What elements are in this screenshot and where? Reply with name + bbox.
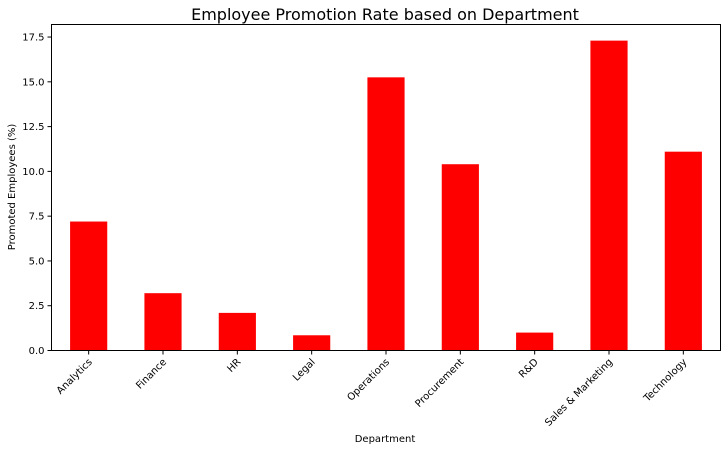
- bars-group: [70, 40, 702, 351]
- x-tick-label: HR: [225, 357, 243, 375]
- y-axis-label: Promoted Employees (%): [7, 124, 18, 251]
- plot-frame: [51, 24, 721, 351]
- x-axis: Analytics Finance HR Legal Operations Procure…: [55, 350, 690, 429]
- y-tick-label: 2.5: [29, 301, 45, 312]
- y-axis: 0.0 2.5 5.0 7.5 10.0 12.5 15.0 17.5: [22, 33, 52, 357]
- chart-title: Employee Promotion Rate based on Departm…: [191, 5, 579, 24]
- bar-3: [293, 335, 331, 351]
- x-tick-label: R&D: [517, 357, 541, 381]
- bar-5: [441, 164, 479, 351]
- bar-0: [70, 221, 108, 351]
- y-tick-label: 7.5: [29, 212, 45, 223]
- bar-6: [516, 332, 554, 351]
- y-tick-label: 10.0: [22, 167, 44, 178]
- bar-1: [144, 293, 182, 351]
- x-tick-label: Operations: [345, 357, 392, 404]
- y-tick-label: 17.5: [22, 33, 44, 44]
- x-tick-label: Procurement: [413, 357, 466, 410]
- bar-8: [664, 151, 702, 351]
- y-tick-label: 5.0: [29, 256, 45, 267]
- x-tick-label: Technology: [641, 357, 689, 405]
- y-tick-label: 15.0: [22, 77, 44, 88]
- x-tick-label: Legal: [291, 357, 318, 384]
- x-tick-label: Finance: [134, 357, 169, 392]
- bar-2: [218, 312, 256, 351]
- bar-4: [367, 77, 405, 351]
- y-tick-label: 0.0: [29, 346, 45, 357]
- x-tick-label: Sales & Marketing: [543, 357, 615, 429]
- x-axis-label: Department: [355, 434, 416, 445]
- bar-7: [590, 40, 628, 351]
- x-tick-label: Analytics: [55, 357, 95, 397]
- y-tick-label: 12.5: [22, 122, 44, 133]
